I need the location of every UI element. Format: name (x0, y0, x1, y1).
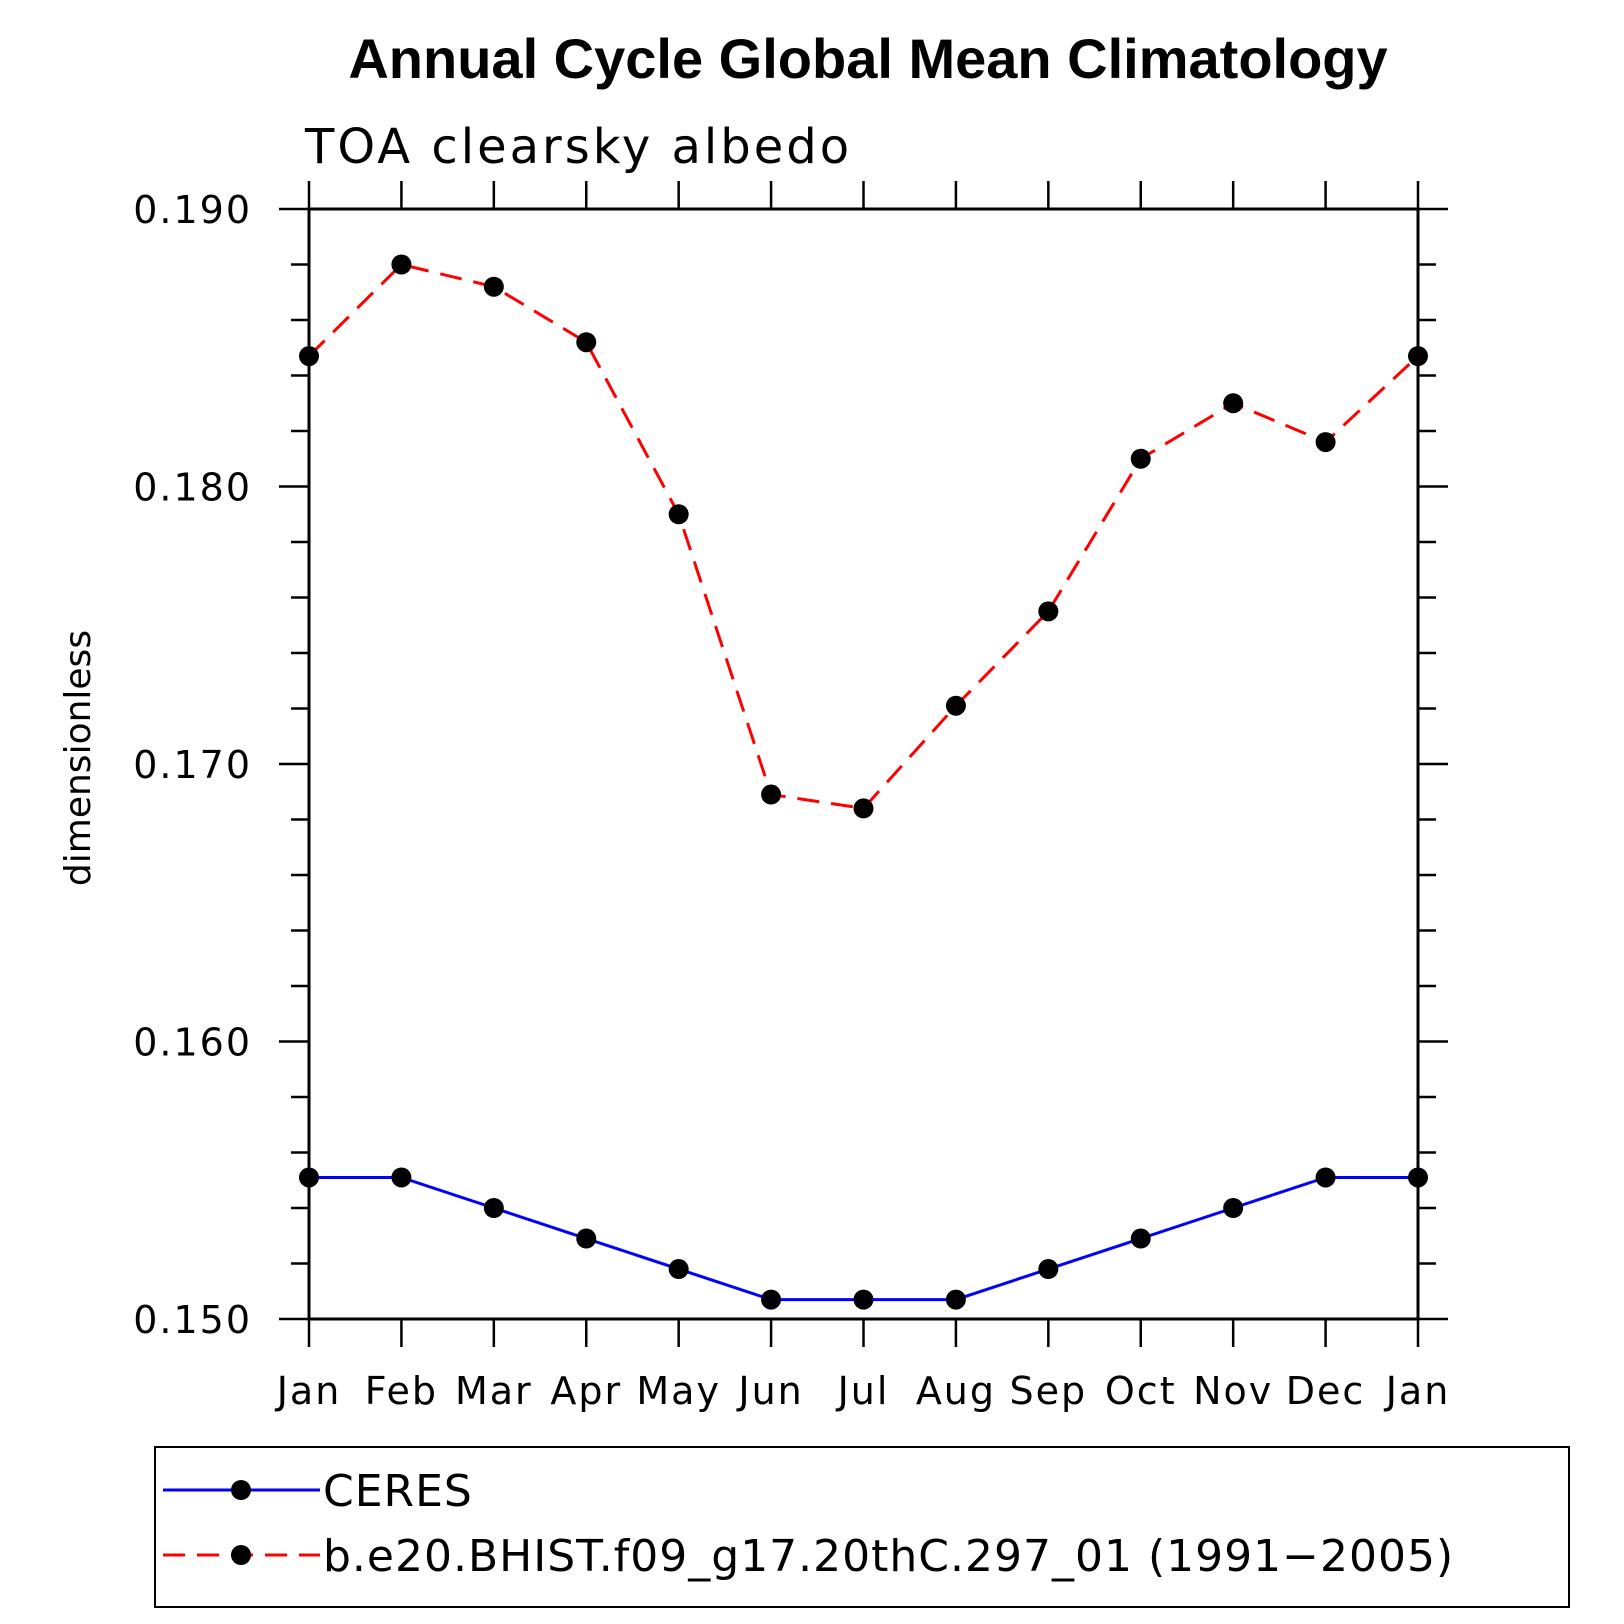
data-point (1315, 432, 1336, 453)
legend-label: b.e20.BHIST.f09_g17.20thC.297_01 (1991−2… (323, 1531, 1454, 1582)
data-point (1130, 448, 1151, 469)
x-tick-label: Feb (365, 1369, 438, 1413)
data-point (761, 784, 782, 805)
data-point (945, 695, 966, 716)
legend-label: CERES (323, 1466, 473, 1517)
data-point (945, 1289, 966, 1310)
data-point (853, 798, 874, 819)
x-tick-label: Dec (1286, 1369, 1366, 1413)
x-tick-label: Apr (550, 1369, 622, 1413)
y-tick-label: 0.190 (133, 188, 252, 232)
legend-marker (231, 1545, 251, 1565)
y-tick-label: 0.170 (133, 743, 252, 787)
chart-subtitle: TOA clearsky albedo (304, 119, 852, 175)
data-point (1223, 1198, 1244, 1218)
chart-title: Annual Cycle Global Mean Climatology (348, 27, 1387, 90)
legend: CERES b.e20.BHIST.f09_g17.20thC.297_01 (1… (154, 1446, 1570, 1608)
data-point (299, 346, 319, 367)
y-tick-label: 0.160 (133, 1021, 252, 1065)
data-point (668, 1259, 689, 1280)
data-point (1408, 1167, 1428, 1188)
data-point (391, 1167, 412, 1188)
x-tick-label: Jun (736, 1369, 803, 1413)
data-point (1130, 1228, 1151, 1249)
data-point (1223, 393, 1244, 414)
series-line (309, 1175, 1418, 1302)
data-point (576, 332, 597, 353)
x-tick-label: May (636, 1369, 721, 1413)
data-point (1038, 1259, 1059, 1280)
x-tick-label: Aug (916, 1369, 996, 1413)
x-tick-label: Sep (1010, 1369, 1088, 1413)
plot-area: 0.150 0.160 0.170 0.180 0.190 Jan Feb Mar Apr May… (133, 181, 1451, 1413)
data-point (1038, 601, 1059, 622)
data-point (391, 254, 412, 275)
y-tick-label: 0.150 (133, 1298, 252, 1342)
data-point (1408, 346, 1428, 367)
x-tick-label: Jan (275, 1369, 342, 1413)
x-tick-label: Jul (836, 1369, 890, 1413)
x-tick-label: Mar (455, 1369, 533, 1413)
data-point (576, 1228, 597, 1249)
data-point (483, 276, 504, 297)
data-point (853, 1289, 874, 1310)
data-point (483, 1198, 504, 1218)
data-point (761, 1289, 782, 1310)
x-tick-label: Nov (1193, 1369, 1273, 1413)
data-point (1315, 1167, 1336, 1188)
legend-box (154, 1446, 1570, 1608)
data-point (299, 1167, 319, 1188)
x-tick-label: Jan (1384, 1369, 1451, 1413)
legend-marker (231, 1480, 251, 1500)
plot-frame (307, 207, 1420, 1321)
data-point (668, 504, 689, 525)
y-tick-label: 0.180 (133, 466, 252, 510)
y-axis-label: dimensionless (58, 630, 99, 886)
series-line (307, 262, 1420, 811)
x-tick-label: Oct (1105, 1369, 1177, 1413)
